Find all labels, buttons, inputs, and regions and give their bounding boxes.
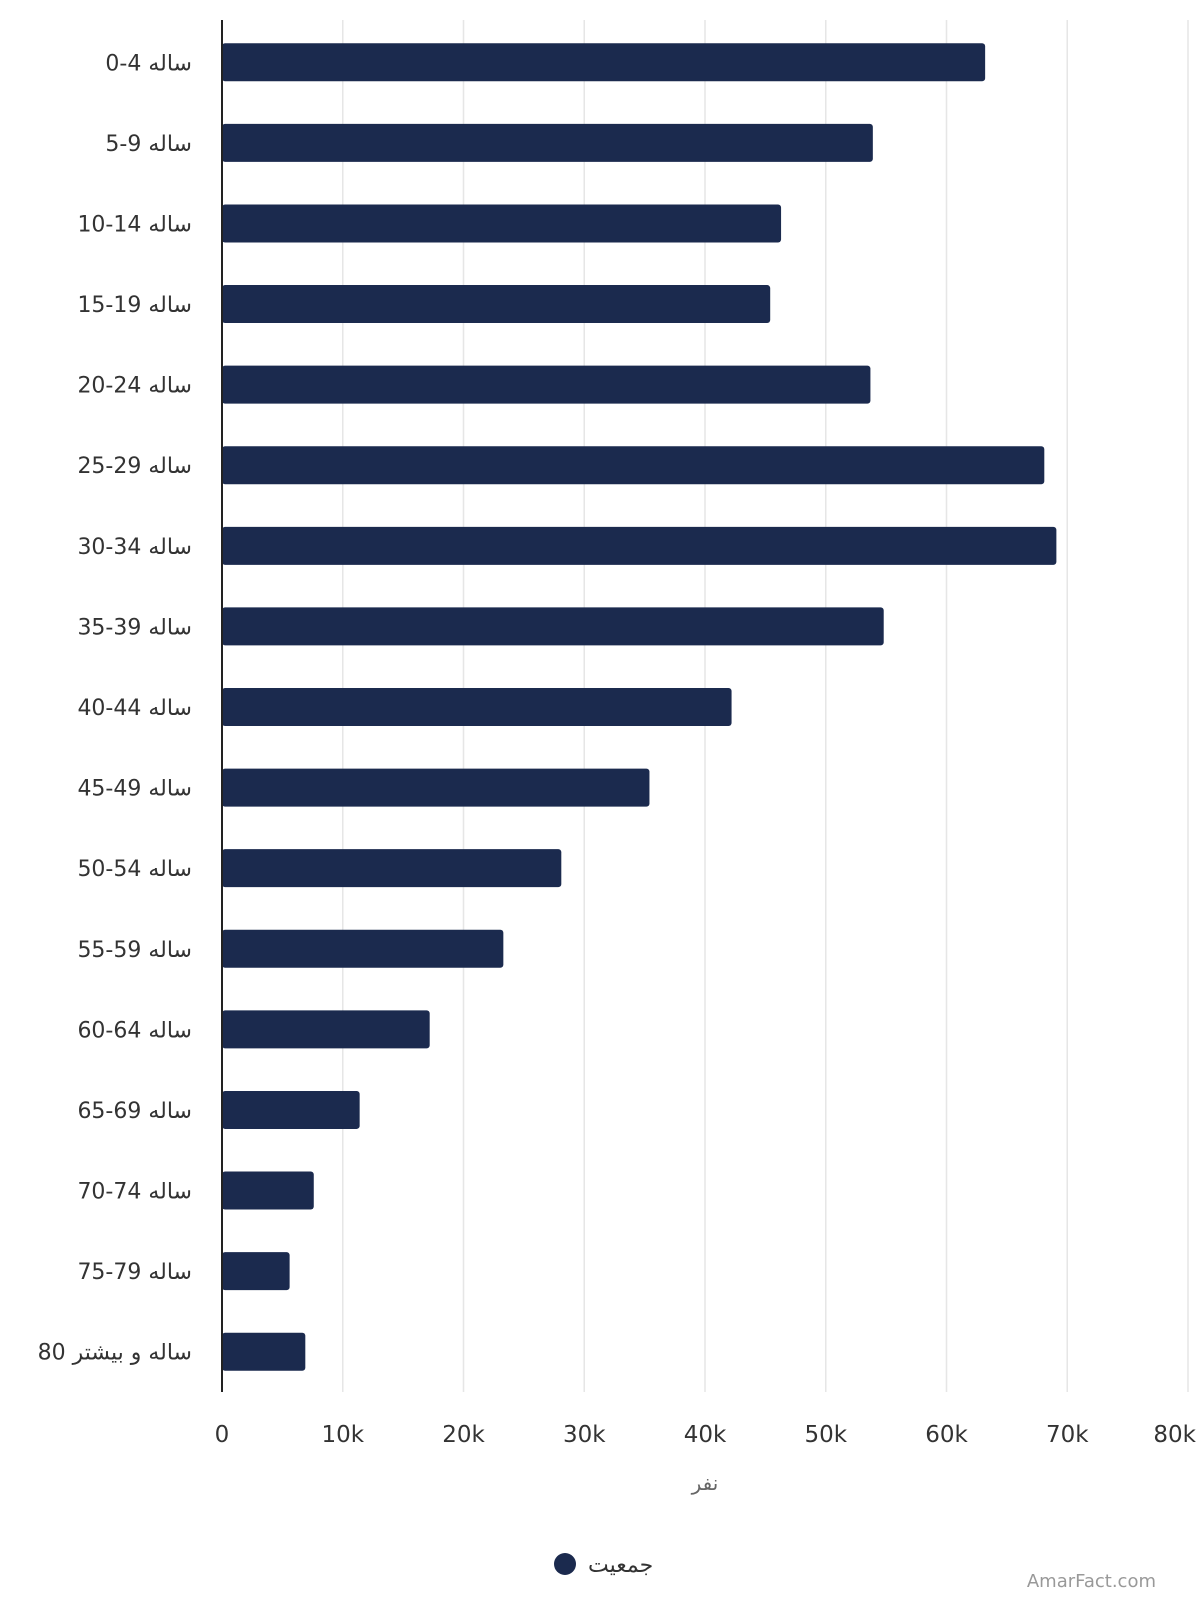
bars: [222, 43, 1057, 1371]
bar[interactable]: [222, 607, 884, 646]
bar[interactable]: [222, 768, 650, 807]
legend[interactable]: جمعیت: [554, 1553, 653, 1578]
x-axis-title: نفر: [691, 1471, 719, 1495]
category-label: 10-14 ساله: [77, 212, 192, 237]
category-label: 65-69 ساله: [77, 1099, 192, 1124]
legend-marker[interactable]: [554, 1553, 576, 1575]
bar[interactable]: [222, 365, 871, 404]
x-tick-label: 80k: [1153, 1422, 1196, 1448]
x-tick-label: 30k: [563, 1422, 606, 1448]
bar[interactable]: [222, 285, 771, 324]
category-label: 25-29 ساله: [77, 454, 192, 479]
category-labels: 0-4 ساله 5-9 ساله 10-14 ساله 15-19 ساله 20-2…: [38, 51, 192, 1365]
x-tick-label: 60k: [925, 1422, 968, 1448]
x-tick-label: 40k: [684, 1422, 727, 1448]
bar[interactable]: [222, 123, 873, 162]
bar[interactable]: [222, 204, 782, 243]
category-label: 40-44 ساله: [77, 696, 192, 721]
bar[interactable]: [222, 1252, 290, 1291]
bar[interactable]: [222, 43, 986, 82]
category-label: 75-79 ساله: [77, 1260, 192, 1285]
x-tick-label: 20k: [442, 1422, 485, 1448]
category-label: 55-59 ساله: [77, 938, 192, 963]
category-label: 50-54 ساله: [77, 857, 192, 882]
category-label: 80 ساله و بیشتر: [38, 1341, 192, 1366]
category-label: 45-49 ساله: [77, 777, 192, 802]
bar[interactable]: [222, 849, 562, 888]
category-label: 0-4 ساله: [105, 51, 192, 76]
category-label: 30-34 ساله: [77, 535, 192, 560]
bar[interactable]: [222, 1171, 314, 1210]
category-label: 20-24 ساله: [77, 374, 192, 399]
category-label: 60-64 ساله: [77, 1018, 192, 1043]
watermark: AmarFact.com: [1026, 1571, 1156, 1592]
bar[interactable]: [222, 929, 504, 968]
bar[interactable]: [222, 1332, 306, 1371]
x-tick-labels: 0 10k 20k 30k 40k 50k 60k 70k 80k: [215, 1422, 1197, 1448]
x-tick-label: 10k: [321, 1422, 364, 1448]
category-label: 15-19 ساله: [77, 293, 192, 318]
x-tick-label: 50k: [804, 1422, 847, 1448]
bar[interactable]: [222, 1010, 430, 1049]
bar[interactable]: [222, 446, 1045, 485]
bar[interactable]: [222, 688, 732, 726]
category-label: 35-39 ساله: [77, 615, 192, 640]
legend-label[interactable]: جمعیت: [588, 1553, 653, 1578]
bar[interactable]: [222, 526, 1057, 565]
x-tick-label: 70k: [1046, 1422, 1089, 1448]
category-label: 5-9 ساله: [105, 132, 192, 157]
bar[interactable]: [222, 1090, 360, 1129]
category-label: 70-74 ساله: [77, 1180, 192, 1205]
x-tick-label: 0: [215, 1422, 230, 1448]
